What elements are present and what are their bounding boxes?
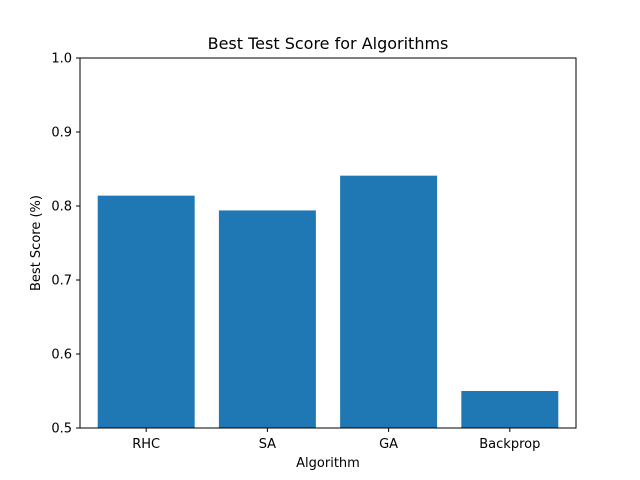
bar-rhc xyxy=(97,195,195,428)
y-axis-label: Best Score (%) xyxy=(29,195,44,291)
y-axis-ticks: 0.5 0.6 0.7 0.8 0.9 1.0 xyxy=(51,52,80,437)
x-tick-label: RHC xyxy=(132,437,160,452)
x-axis-ticks: RHC SA GA Backprop xyxy=(132,428,540,452)
x-tick-label: GA xyxy=(379,437,398,452)
y-tick-label: 0.5 xyxy=(51,422,72,437)
bar-backprop xyxy=(461,391,559,428)
bars-group xyxy=(97,175,559,428)
x-tick-label: SA xyxy=(259,437,276,452)
y-tick-label: 0.8 xyxy=(51,200,72,215)
x-tick-label: Backprop xyxy=(479,437,540,452)
bar-ga xyxy=(340,175,438,428)
y-tick-label: 0.7 xyxy=(51,274,72,289)
plot-frame xyxy=(79,57,577,429)
x-axis-label: Algorithm xyxy=(296,456,360,471)
y-tick-label: 0.6 xyxy=(51,348,72,363)
chart-title: Best Test Score for Algorithms xyxy=(208,34,449,53)
bar-sa xyxy=(218,210,316,428)
y-tick-label: 0.9 xyxy=(51,126,72,141)
y-tick-label: 1.0 xyxy=(51,52,72,67)
